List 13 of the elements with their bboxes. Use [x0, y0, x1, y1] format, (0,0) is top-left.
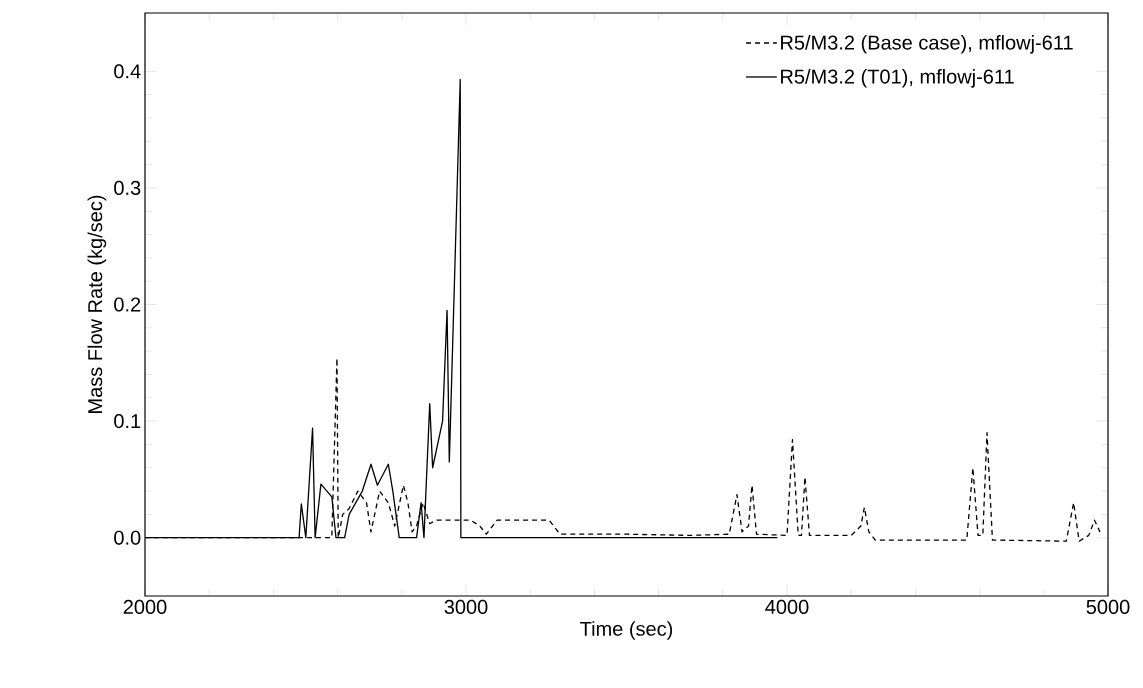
y-tick-label: 0.2 — [114, 297, 141, 312]
x-axis-title: Time (sec) — [580, 621, 673, 640]
y-tick-label: 0.0 — [114, 530, 141, 545]
legend-label: R5/M3.2 (Base case), mflowj-611 — [781, 34, 1073, 54]
x-tick-label: 5000 — [1086, 599, 1130, 614]
legend-label: R5/M3.2 (T01), mflowj-611 — [781, 68, 1014, 88]
y-tick-label: 0.1 — [114, 414, 141, 429]
y-axis-title: Mass Flow Rate (kg/sec) — [87, 195, 107, 413]
y-tick-label: 0.4 — [114, 64, 141, 79]
x-tick-label: 3000 — [444, 599, 488, 614]
x-tick-label: 2000 — [123, 599, 167, 614]
y-tick-label: 0.3 — [114, 180, 141, 195]
x-tick-label: 4000 — [765, 599, 809, 614]
